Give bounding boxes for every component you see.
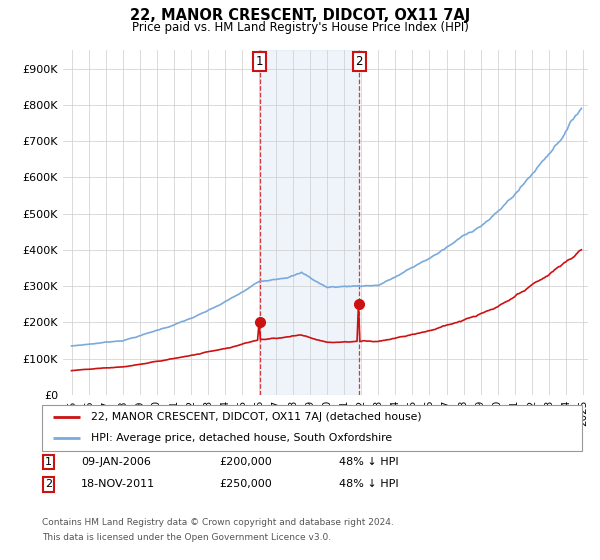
Text: £250,000: £250,000 (219, 479, 272, 489)
Text: 1: 1 (256, 55, 263, 68)
Text: Price paid vs. HM Land Registry's House Price Index (HPI): Price paid vs. HM Land Registry's House … (131, 21, 469, 34)
Text: 2: 2 (45, 479, 52, 489)
Text: 1: 1 (45, 457, 52, 467)
FancyBboxPatch shape (42, 405, 582, 451)
Text: 48% ↓ HPI: 48% ↓ HPI (339, 457, 398, 467)
Text: 09-JAN-2006: 09-JAN-2006 (81, 457, 151, 467)
Bar (260, 50, 359, 395)
Text: HPI: Average price, detached house, South Oxfordshire: HPI: Average price, detached house, Sout… (91, 433, 392, 444)
Text: 48% ↓ HPI: 48% ↓ HPI (339, 479, 398, 489)
Text: £200,000: £200,000 (219, 457, 272, 467)
Text: 22, MANOR CRESCENT, DIDCOT, OX11 7AJ (detached house): 22, MANOR CRESCENT, DIDCOT, OX11 7AJ (de… (91, 412, 421, 422)
Text: 18-NOV-2011: 18-NOV-2011 (81, 479, 155, 489)
Text: 22, MANOR CRESCENT, DIDCOT, OX11 7AJ: 22, MANOR CRESCENT, DIDCOT, OX11 7AJ (130, 8, 470, 24)
Text: 2: 2 (355, 55, 363, 68)
Text: This data is licensed under the Open Government Licence v3.0.: This data is licensed under the Open Gov… (42, 533, 331, 542)
Text: Contains HM Land Registry data © Crown copyright and database right 2024.: Contains HM Land Registry data © Crown c… (42, 518, 394, 527)
